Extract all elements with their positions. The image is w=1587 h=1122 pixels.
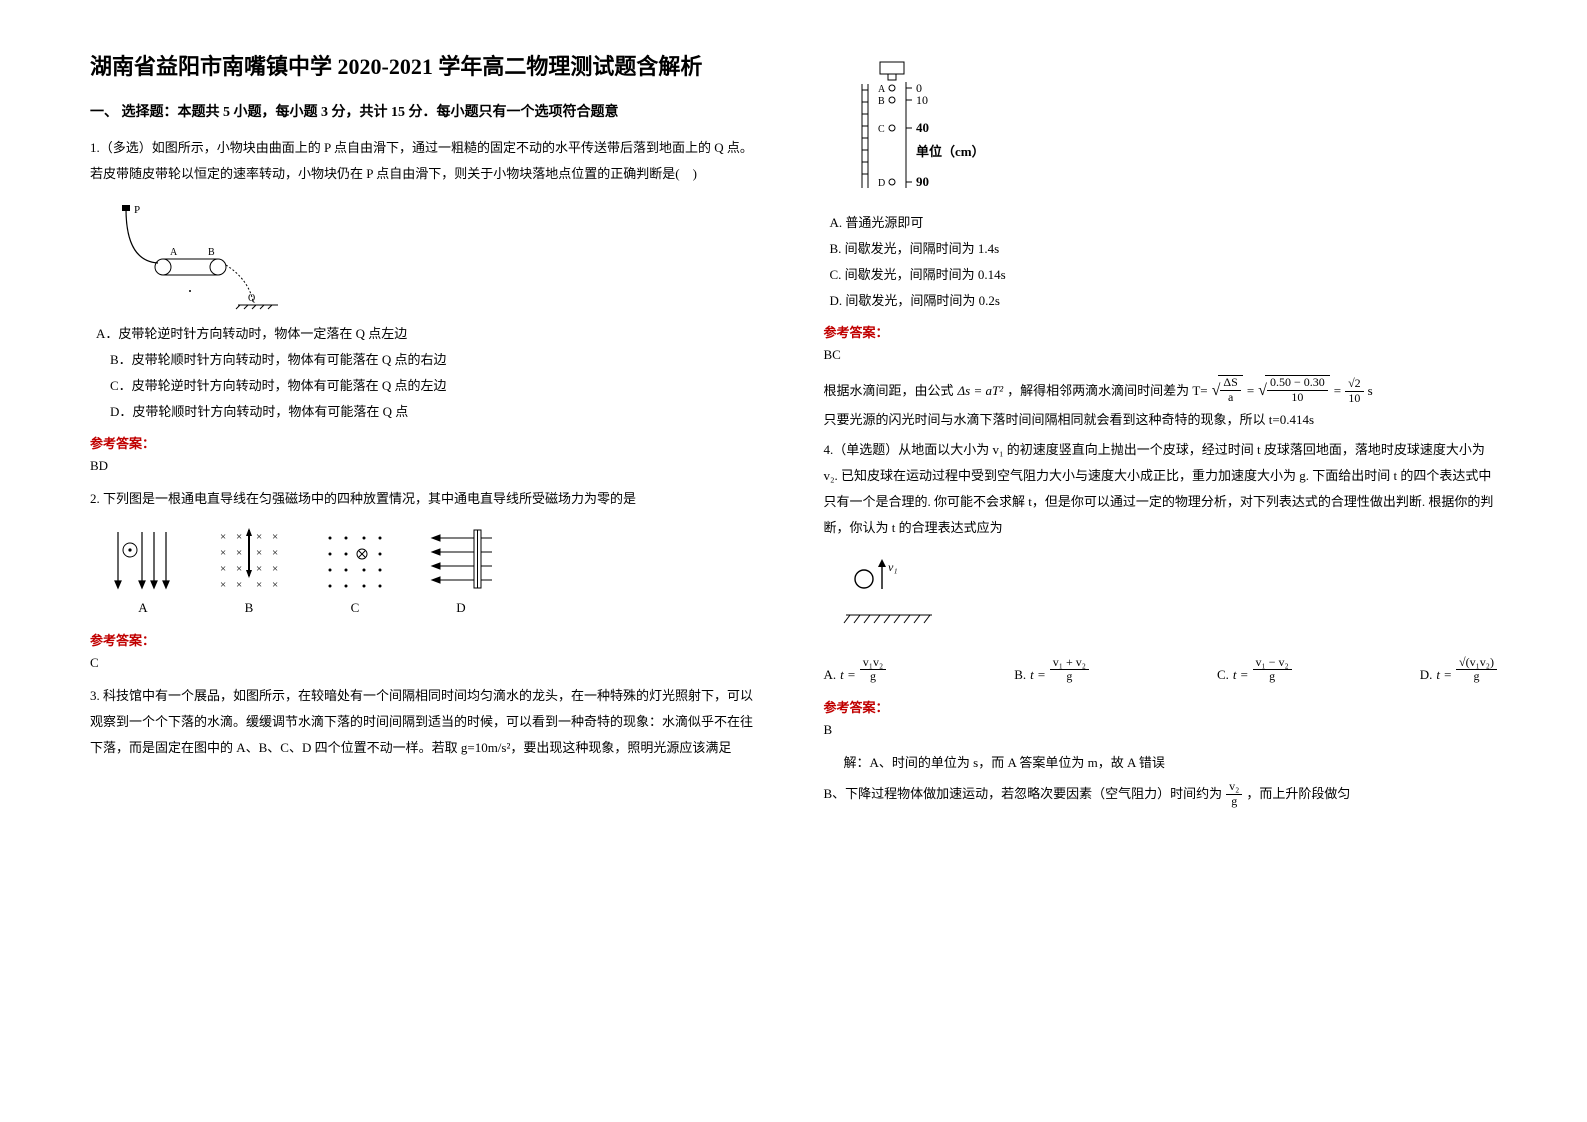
svg-text:×: × [272, 531, 278, 543]
q4-explain-a: 解：A、时间的单位为 s，而 A 答案单位为 m，故 A 错误 [844, 750, 1498, 776]
q3-opt-c: C. 间歇发光，间隔时间为 0.14s [830, 262, 1498, 288]
svg-text:B: B [208, 247, 215, 258]
svg-text:×: × [256, 579, 262, 591]
q3-opt-a: A. 普通光源即可 [830, 210, 1498, 236]
svg-text:×: × [272, 579, 278, 591]
q1-answer: BD [90, 458, 764, 474]
q2-fig-b: ×××× ×××× ×××× ×××× B [214, 526, 284, 616]
q4-answer-label: 参考答案： [824, 697, 1498, 716]
svg-text:C: C [878, 124, 885, 135]
section-heading: 一、 选择题：本题共 5 小题，每小题 3 分，共计 15 分．每小题只有一个选… [90, 101, 764, 121]
q1-opt-b: B．皮带轮顺时针方向转动时，物体有可能落在 Q 点的右边 [110, 347, 764, 373]
q4-choice-b: B. t = v₁ + v₂g [1014, 656, 1089, 683]
svg-text:×: × [256, 563, 262, 575]
q4-choice-a: A. t = v₁v₂g [824, 656, 887, 683]
q1-opt-a: A．皮带轮逆时针方向转动时，物体一定落在 Q 点左边 [96, 321, 764, 347]
q3-answer-label: 参考答案： [824, 322, 1498, 341]
svg-text:×: × [220, 563, 226, 575]
q3-opt-b: B. 间歇发光，间隔时间为 1.4s [830, 236, 1498, 262]
q1-figure: P A B Q [108, 201, 764, 311]
q2-answer-label: 参考答案： [90, 630, 764, 649]
svg-text:×: × [236, 563, 242, 575]
svg-text:90: 90 [916, 174, 929, 189]
q2-fig-c: C [320, 526, 390, 616]
svg-text:×: × [256, 547, 262, 559]
q2-fig-d: D [426, 526, 496, 616]
q1-stem: 1.（多选）如图所示，小物块由曲面上的 P 点自由滑下，通过一粗糙的固定不动的水… [90, 135, 764, 187]
svg-text:v₁: v₁ [888, 560, 898, 574]
q4-choice-d: D. t = √(v₁v₂)g [1420, 656, 1497, 683]
q2-stem: 2. 下列图是一根通电直导线在匀强磁场中的四种放置情况，其中通电直导线所受磁场力… [90, 486, 764, 512]
q3-explain-2: 只要光源的闪光时间与水滴下落时间间隔相同就会看到这种奇特的现象，所以 t=0.4… [824, 407, 1498, 433]
q1-answer-label: 参考答案： [90, 433, 764, 452]
q3-stem: 3. 科技馆中有一个展品，如图所示，在较暗处有一个间隔相同时间均匀滴水的龙头，在… [90, 683, 764, 761]
svg-text:×: × [220, 579, 226, 591]
svg-text:×: × [256, 531, 262, 543]
svg-text:×: × [236, 579, 242, 591]
svg-text:×: × [236, 547, 242, 559]
q3-opt-d: D. 间歇发光，间隔时间为 0.2s [830, 288, 1498, 314]
q3-answer: BC [824, 347, 1498, 363]
q2-answer: C [90, 655, 764, 671]
doc-title: 湖南省益阳市南嘴镇中学 2020-2021 学年高二物理测试题含解析 [90, 50, 764, 83]
q2-figure-row: A ×××× ×××× ×××× ×××× B [108, 526, 764, 616]
q3-explain-1: 根据水滴间距，由公式 Δs = aT² ，解得相邻两滴水滴间时间差为 T= ΔS… [824, 375, 1498, 407]
svg-text:单位（cm）: 单位（cm） [916, 144, 985, 159]
svg-text:10: 10 [916, 93, 928, 107]
q2-fig-a: A [108, 526, 178, 616]
svg-text:Q: Q [248, 293, 256, 304]
right-column: A B C D 0 10 40 90 单位（cm） A. 普通光源即可 B. 间… [824, 50, 1498, 1072]
q4-explain-b: B、下降过程物体做加速运动，若忽略次要因素（空气阻力）时间约为 v₂g ，而上升… [824, 780, 1498, 807]
q4-choice-c: C. t = v₁ − v₂g [1217, 656, 1292, 683]
svg-text:A: A [878, 84, 886, 95]
svg-text:D: D [878, 178, 885, 189]
svg-text:40: 40 [916, 120, 929, 135]
svg-text:×: × [272, 563, 278, 575]
q1-opt-c: C．皮带轮逆时针方向转动时，物体有可能落在 Q 点的左边 [110, 373, 764, 399]
svg-text:×: × [220, 531, 226, 543]
q3-figure: A B C D 0 10 40 90 单位（cm） [842, 60, 1498, 200]
q4-answer: B [824, 722, 1498, 738]
q4-choices: A. t = v₁v₂g B. t = v₁ + v₂g C. t = v₁ −… [824, 656, 1498, 683]
svg-text:B: B [878, 96, 885, 107]
svg-text:×: × [220, 547, 226, 559]
q1-label-p: P [134, 204, 140, 216]
q4-stem: 4.（单选题）从地面以大小为 v₁ 的初速度竖直向上抛出一个皮球，经过时间 t … [824, 437, 1498, 541]
q4-figure: v₁ [842, 555, 1498, 640]
svg-text:A: A [170, 247, 178, 258]
svg-text:×: × [272, 547, 278, 559]
left-column: 湖南省益阳市南嘴镇中学 2020-2021 学年高二物理测试题含解析 一、 选择… [90, 50, 764, 1072]
svg-text:×: × [236, 531, 242, 543]
q1-opt-d: D．皮带轮顺时针方向转动时，物体有可能落在 Q 点 [110, 399, 764, 425]
